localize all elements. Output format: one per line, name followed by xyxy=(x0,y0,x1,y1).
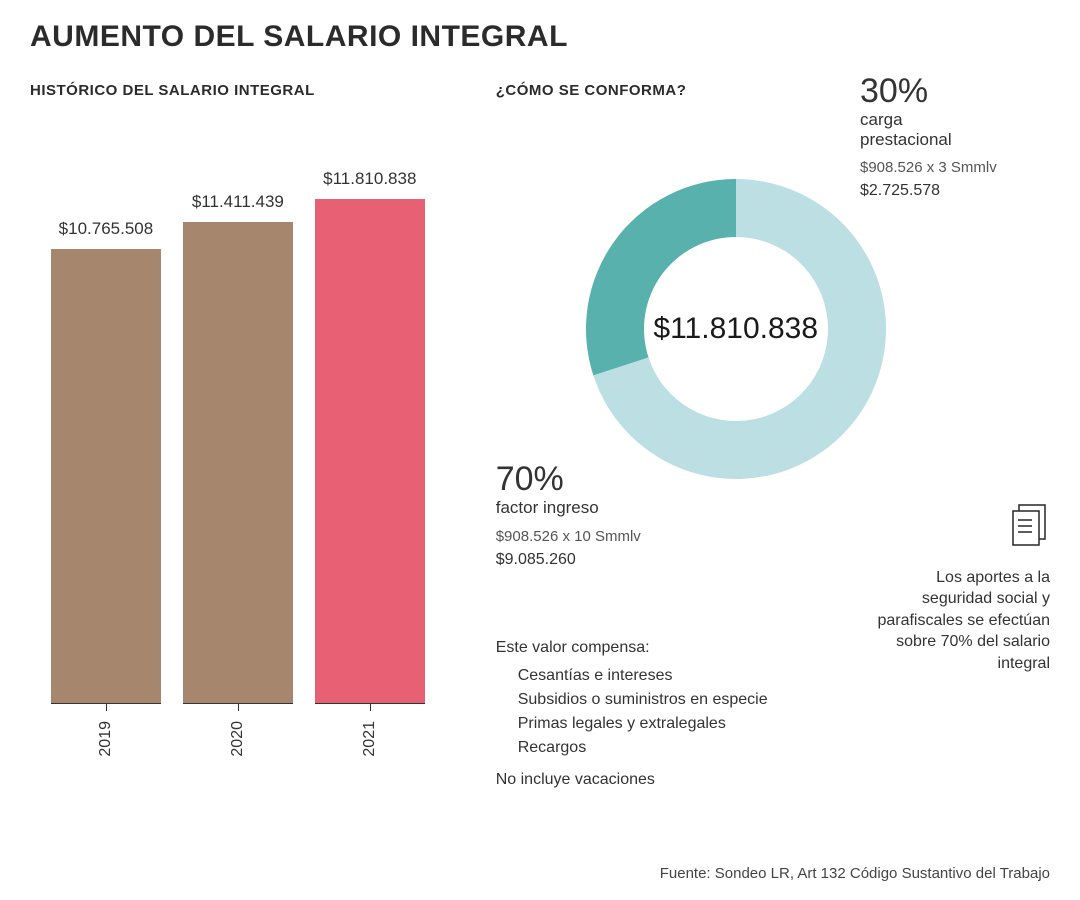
amount-text: $9.085.260 xyxy=(496,551,726,569)
compensa-note: No incluye vacaciones xyxy=(496,771,1050,789)
bar-value-label: $11.411.439 xyxy=(192,192,284,212)
donut-center-value: $11.810.838 xyxy=(653,312,818,346)
source-text: Fuente: Sondeo LR, Art 132 Código Sustan… xyxy=(660,865,1050,882)
bar-value-label: $10.765.508 xyxy=(59,219,154,239)
bar-value-label: $11.810.838 xyxy=(323,169,416,189)
year-label: 2019 xyxy=(97,721,115,757)
pct-value: 70% xyxy=(496,462,726,496)
bar xyxy=(315,199,425,704)
donut-chart: $11.810.838 xyxy=(566,159,906,499)
year-label: 2020 xyxy=(229,721,247,757)
axis-tick: 2020 xyxy=(183,703,293,757)
compensa-item: Recargos xyxy=(518,739,1050,757)
axis-tick: 2019 xyxy=(51,703,161,757)
bar-group: $11.810.838 xyxy=(315,169,425,704)
bar-chart: $10.765.508$11.411.439$11.810.838 201920… xyxy=(30,144,446,744)
sidenote-text: Los aportes a la seguridad social y para… xyxy=(865,567,1050,675)
bar xyxy=(51,249,161,704)
donut-panel: ¿CÓMO SE CONFORMA? 30% cargaprestacional… xyxy=(496,82,1050,789)
content-row: HISTÓRICO DEL SALARIO INTEGRAL $10.765.5… xyxy=(30,82,1050,789)
bar-chart-panel: HISTÓRICO DEL SALARIO INTEGRAL $10.765.5… xyxy=(30,82,446,789)
pct-value: 30% xyxy=(860,74,1040,108)
year-label: 2021 xyxy=(361,721,379,757)
sidenote: Los aportes a la seguridad social y para… xyxy=(865,502,1050,675)
bar xyxy=(183,222,293,704)
bar-group: $11.411.439 xyxy=(183,192,293,704)
calc-text: $908.526 x 10 Smmlv xyxy=(496,528,726,545)
compensa-item: Subsidios o suministros en especie xyxy=(518,691,1050,709)
axis-tick: 2021 xyxy=(315,703,425,757)
pct-label: cargaprestacional xyxy=(860,110,1040,149)
page-title: AUMENTO DEL SALARIO INTEGRAL xyxy=(30,20,1050,54)
compensa-item: Primas legales y extralegales xyxy=(518,715,1050,733)
bar-chart-title: HISTÓRICO DEL SALARIO INTEGRAL xyxy=(30,82,446,99)
callout-factor-ingreso: 70% factor ingreso $908.526 x 10 Smmlv $… xyxy=(496,462,726,569)
bar-group: $10.765.508 xyxy=(51,219,161,704)
document-stack-icon xyxy=(1008,547,1050,564)
pct-label: factor ingreso xyxy=(496,498,726,518)
